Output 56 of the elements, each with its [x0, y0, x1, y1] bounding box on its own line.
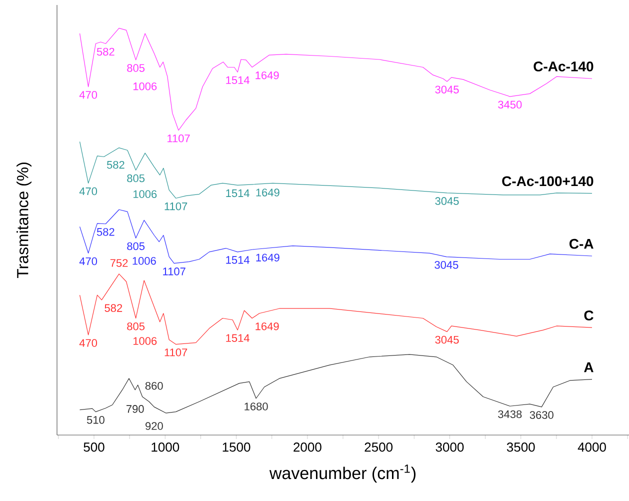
annotation: 1107	[163, 268, 186, 276]
annotation: 582	[96, 228, 114, 236]
x-tick-label: 2500	[364, 442, 393, 452]
annotation: 3630	[530, 411, 554, 419]
x-tick-label: 2000	[294, 442, 322, 452]
series-label: C	[584, 310, 594, 320]
annotation: 1649	[256, 71, 279, 80]
annotation: 1006	[132, 256, 156, 265]
annotation: 1006	[133, 337, 157, 345]
annotation: 470	[79, 187, 98, 196]
annotation: 1514	[226, 256, 250, 264]
annotation: 582	[106, 160, 124, 169]
annotation: 1649	[256, 322, 279, 330]
annotation: 1649	[256, 188, 280, 196]
annotation: 3045	[434, 261, 458, 269]
annotation: 1649	[256, 254, 280, 262]
series-label: A	[584, 362, 594, 372]
x-tick-label: 1500	[222, 442, 250, 452]
annotation: 1680	[244, 402, 268, 410]
x-tick-label: 1000	[152, 442, 180, 452]
annotation: 752	[110, 259, 128, 267]
annotation: 805	[127, 322, 145, 330]
annotation: 1107	[164, 348, 188, 356]
y-axis-title: Trasmitance (%)	[16, 162, 32, 278]
x-tick-label: 4000	[578, 442, 606, 452]
annotation: 920	[146, 422, 163, 430]
annotation: 1514	[226, 334, 250, 342]
x-axis-title: wavenumber (cm$^{-1}$)	[269, 464, 416, 483]
annotation: 1514	[226, 76, 250, 84]
x-tick-label: 3500	[506, 442, 535, 452]
annotation: 3438	[498, 410, 522, 418]
series-label: C-Ac-100+140	[502, 176, 594, 186]
annotation: 1107	[164, 202, 188, 210]
annotation: 805	[127, 64, 145, 72]
annotation: 1006	[133, 190, 157, 198]
annotation: 1107	[168, 134, 190, 142]
annotation: 1006	[133, 82, 157, 90]
annotation: 582	[104, 304, 122, 312]
annotation: 510	[86, 416, 104, 424]
annotation: 3450	[498, 100, 522, 109]
annotation: 860	[145, 382, 163, 390]
annotation: 3045	[435, 336, 459, 344]
annotation: 470	[79, 257, 98, 266]
x-tick-label: 3000	[436, 442, 464, 452]
annotation: 790	[126, 405, 144, 413]
annotation: 805	[127, 242, 145, 250]
annotation: 3045	[435, 197, 459, 205]
series-label: C-A	[570, 238, 594, 249]
annotation: 582	[96, 48, 114, 56]
annotation: 805	[127, 174, 145, 182]
series-label: C-Ac-140	[534, 62, 594, 72]
annotation: 1514	[226, 189, 250, 198]
annotation: 470	[79, 90, 98, 99]
annotation: 3045	[435, 86, 459, 94]
x-tick-label: 500	[84, 442, 104, 452]
annotation: 470	[79, 339, 98, 347]
